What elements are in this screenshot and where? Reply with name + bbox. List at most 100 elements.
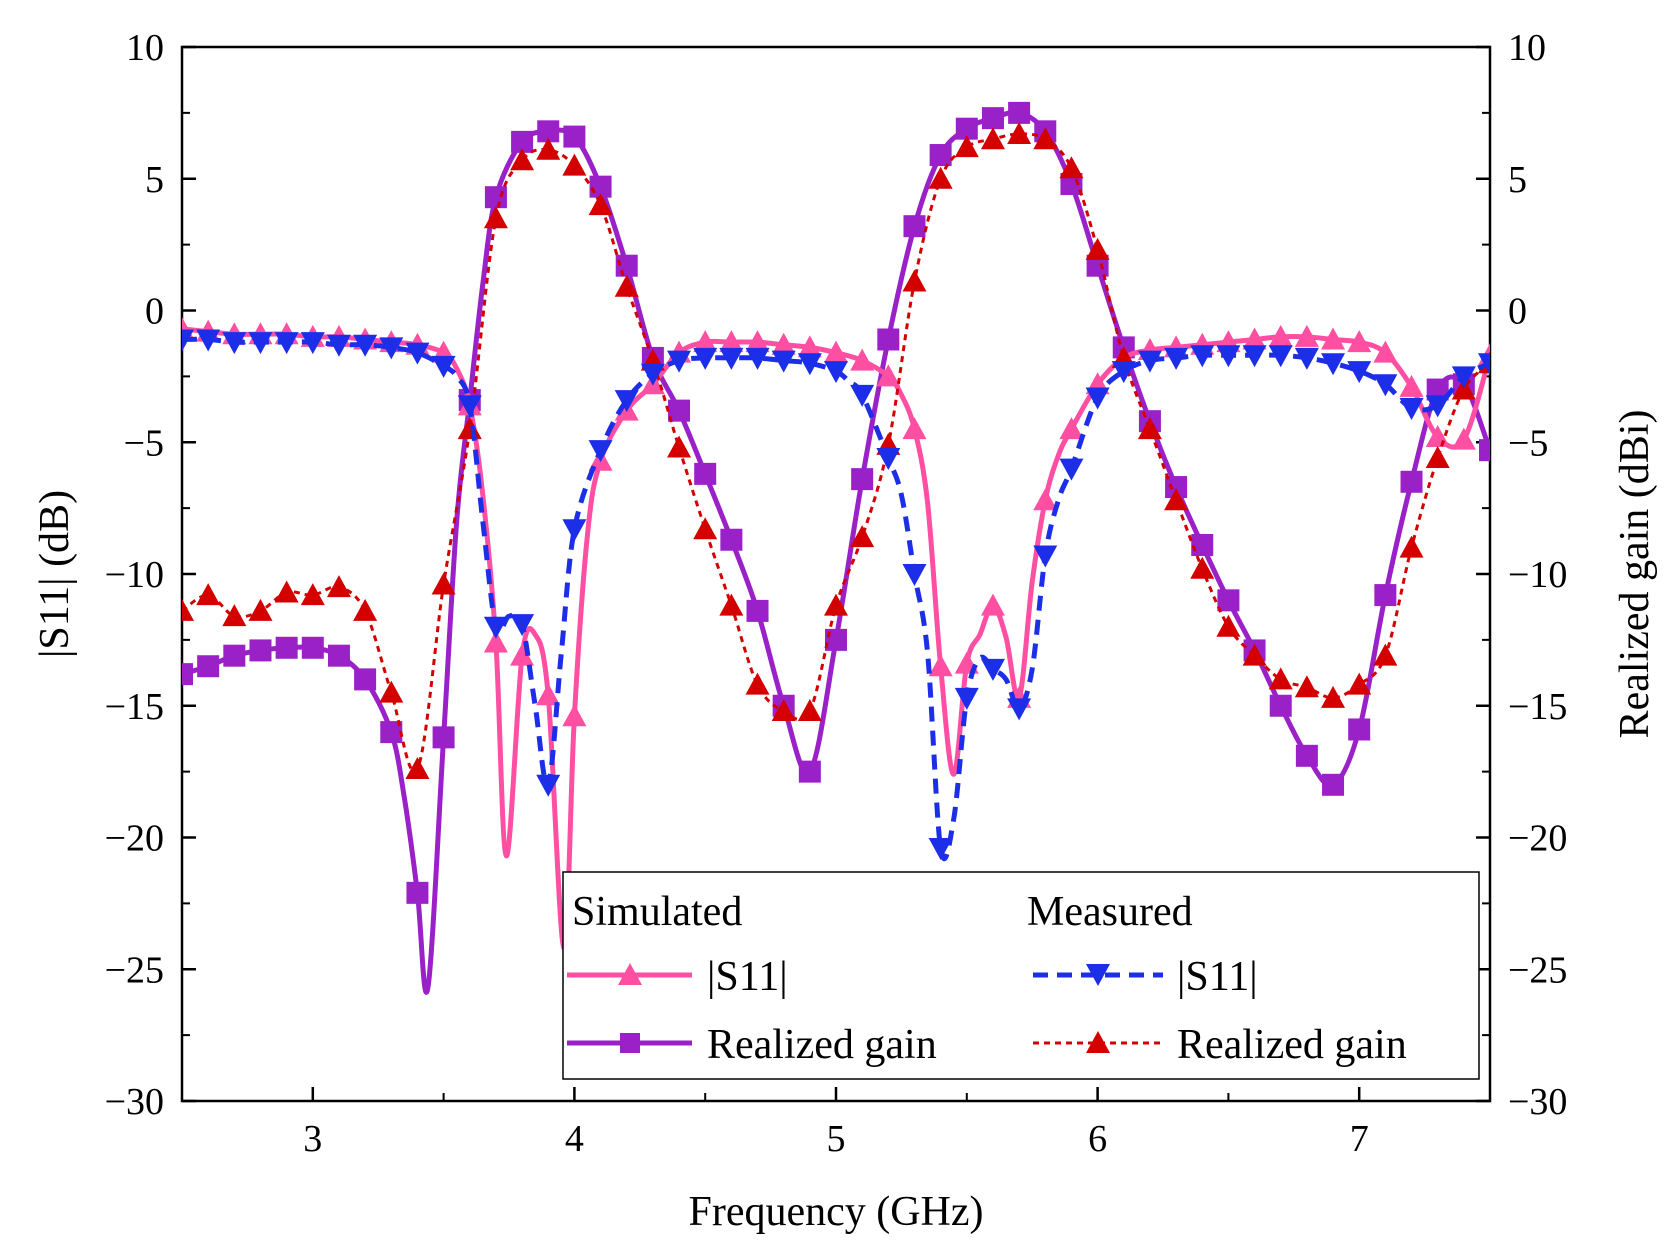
data-point	[300, 583, 325, 606]
data-point	[825, 628, 847, 651]
data-point	[954, 135, 979, 158]
data-point	[1190, 556, 1215, 579]
y-left-tick-label: 0	[145, 291, 164, 333]
data-point	[1165, 476, 1188, 499]
data-point	[1425, 446, 1450, 469]
data-point	[1086, 254, 1109, 277]
data-point	[1242, 327, 1267, 350]
data-point	[1347, 672, 1372, 695]
data-point	[746, 599, 769, 622]
data-point	[1216, 345, 1241, 368]
data-point	[196, 329, 221, 352]
legend-label-meas-gain: Realized gain	[1177, 1022, 1407, 1068]
data-point	[980, 127, 1005, 150]
data-point	[222, 604, 247, 627]
data-point	[1216, 614, 1241, 637]
legend-box	[562, 871, 1480, 1080]
data-point	[588, 193, 613, 216]
data-point	[1007, 121, 1032, 144]
data-point	[903, 215, 926, 238]
data-point	[326, 334, 351, 357]
data-point	[196, 583, 221, 606]
data-point	[1399, 397, 1424, 420]
data-point	[432, 726, 455, 749]
data-point	[1294, 324, 1319, 347]
y-left-tick-label: 10	[126, 27, 164, 69]
data-point	[1347, 361, 1372, 384]
y-right-tick-label: 10	[1508, 27, 1546, 69]
x-tick-label: 3	[303, 1118, 322, 1160]
data-point	[1137, 417, 1162, 440]
y-axis-left-label: |S11| (dB)	[32, 490, 78, 658]
data-point	[562, 153, 587, 176]
data-point	[406, 881, 429, 904]
data-point	[771, 332, 796, 355]
data-point	[1295, 744, 1318, 767]
y-right-tick-label: −10	[1508, 554, 1567, 596]
data-point	[380, 721, 403, 744]
data-point	[511, 130, 534, 153]
data-point	[1033, 488, 1058, 511]
data-point	[693, 330, 718, 353]
legend-marker-meas-gain	[1086, 1031, 1110, 1053]
data-point	[980, 593, 1005, 616]
data-point	[902, 417, 927, 440]
data-point	[902, 564, 927, 586]
y-left-tick-label: −25	[105, 949, 164, 991]
data-point	[182, 329, 194, 352]
data-point	[1059, 156, 1084, 179]
data-point	[693, 517, 718, 540]
data-point	[483, 206, 508, 229]
data-point	[1347, 330, 1372, 353]
data-point	[483, 630, 508, 653]
data-point	[484, 186, 507, 209]
legend-label-meas-s11: |S11|	[1177, 954, 1258, 1000]
data-point	[1479, 439, 1490, 462]
data-point	[902, 269, 927, 292]
x-tick-label: 4	[565, 1118, 584, 1160]
y-left-tick-label: −15	[105, 686, 164, 728]
x-tick-label: 6	[1088, 1118, 1107, 1160]
data-point	[274, 332, 299, 355]
data-point	[1322, 773, 1345, 796]
data-point	[694, 462, 717, 485]
data-point	[1294, 675, 1319, 698]
data-point	[720, 528, 743, 551]
data-point	[1033, 127, 1058, 150]
data-point	[771, 350, 796, 373]
data-point	[614, 390, 639, 413]
legend-label-sim-gain: Realized gain	[707, 1022, 937, 1068]
data-point	[1348, 718, 1371, 741]
x-tick-label: 7	[1350, 1118, 1369, 1160]
data-point	[954, 687, 979, 710]
data-point	[248, 598, 273, 621]
data-point	[693, 347, 718, 370]
y-right-tick-label: −5	[1508, 422, 1548, 464]
data-point	[980, 658, 1005, 681]
y-left-tick-label: −10	[105, 554, 164, 596]
y-right-tick-label: −30	[1508, 1081, 1567, 1123]
data-point	[483, 616, 508, 639]
data-point	[981, 107, 1004, 130]
series-layer	[182, 101, 1490, 995]
data-point	[850, 384, 875, 407]
y-axis-right: 10 5 0 −5 −10 −15 −20 −25 −30	[1476, 27, 1567, 1123]
data-point	[510, 614, 535, 637]
data-point	[824, 361, 848, 384]
data-point	[851, 468, 874, 491]
data-point	[1373, 643, 1398, 666]
data-point	[379, 680, 404, 703]
data-point	[719, 347, 744, 370]
y-left-tick-label: −5	[124, 422, 164, 464]
data-point	[431, 572, 456, 595]
data-point	[877, 328, 900, 351]
data-point	[405, 756, 430, 779]
y-right-tick-label: 5	[1508, 159, 1527, 201]
data-point	[248, 332, 273, 355]
y-axis-right-label: Realized gain (dBi)	[1612, 410, 1658, 739]
data-point	[562, 704, 587, 727]
data-point	[797, 353, 822, 376]
data-point	[850, 525, 875, 548]
data-point	[1085, 387, 1110, 410]
data-point	[274, 580, 299, 603]
